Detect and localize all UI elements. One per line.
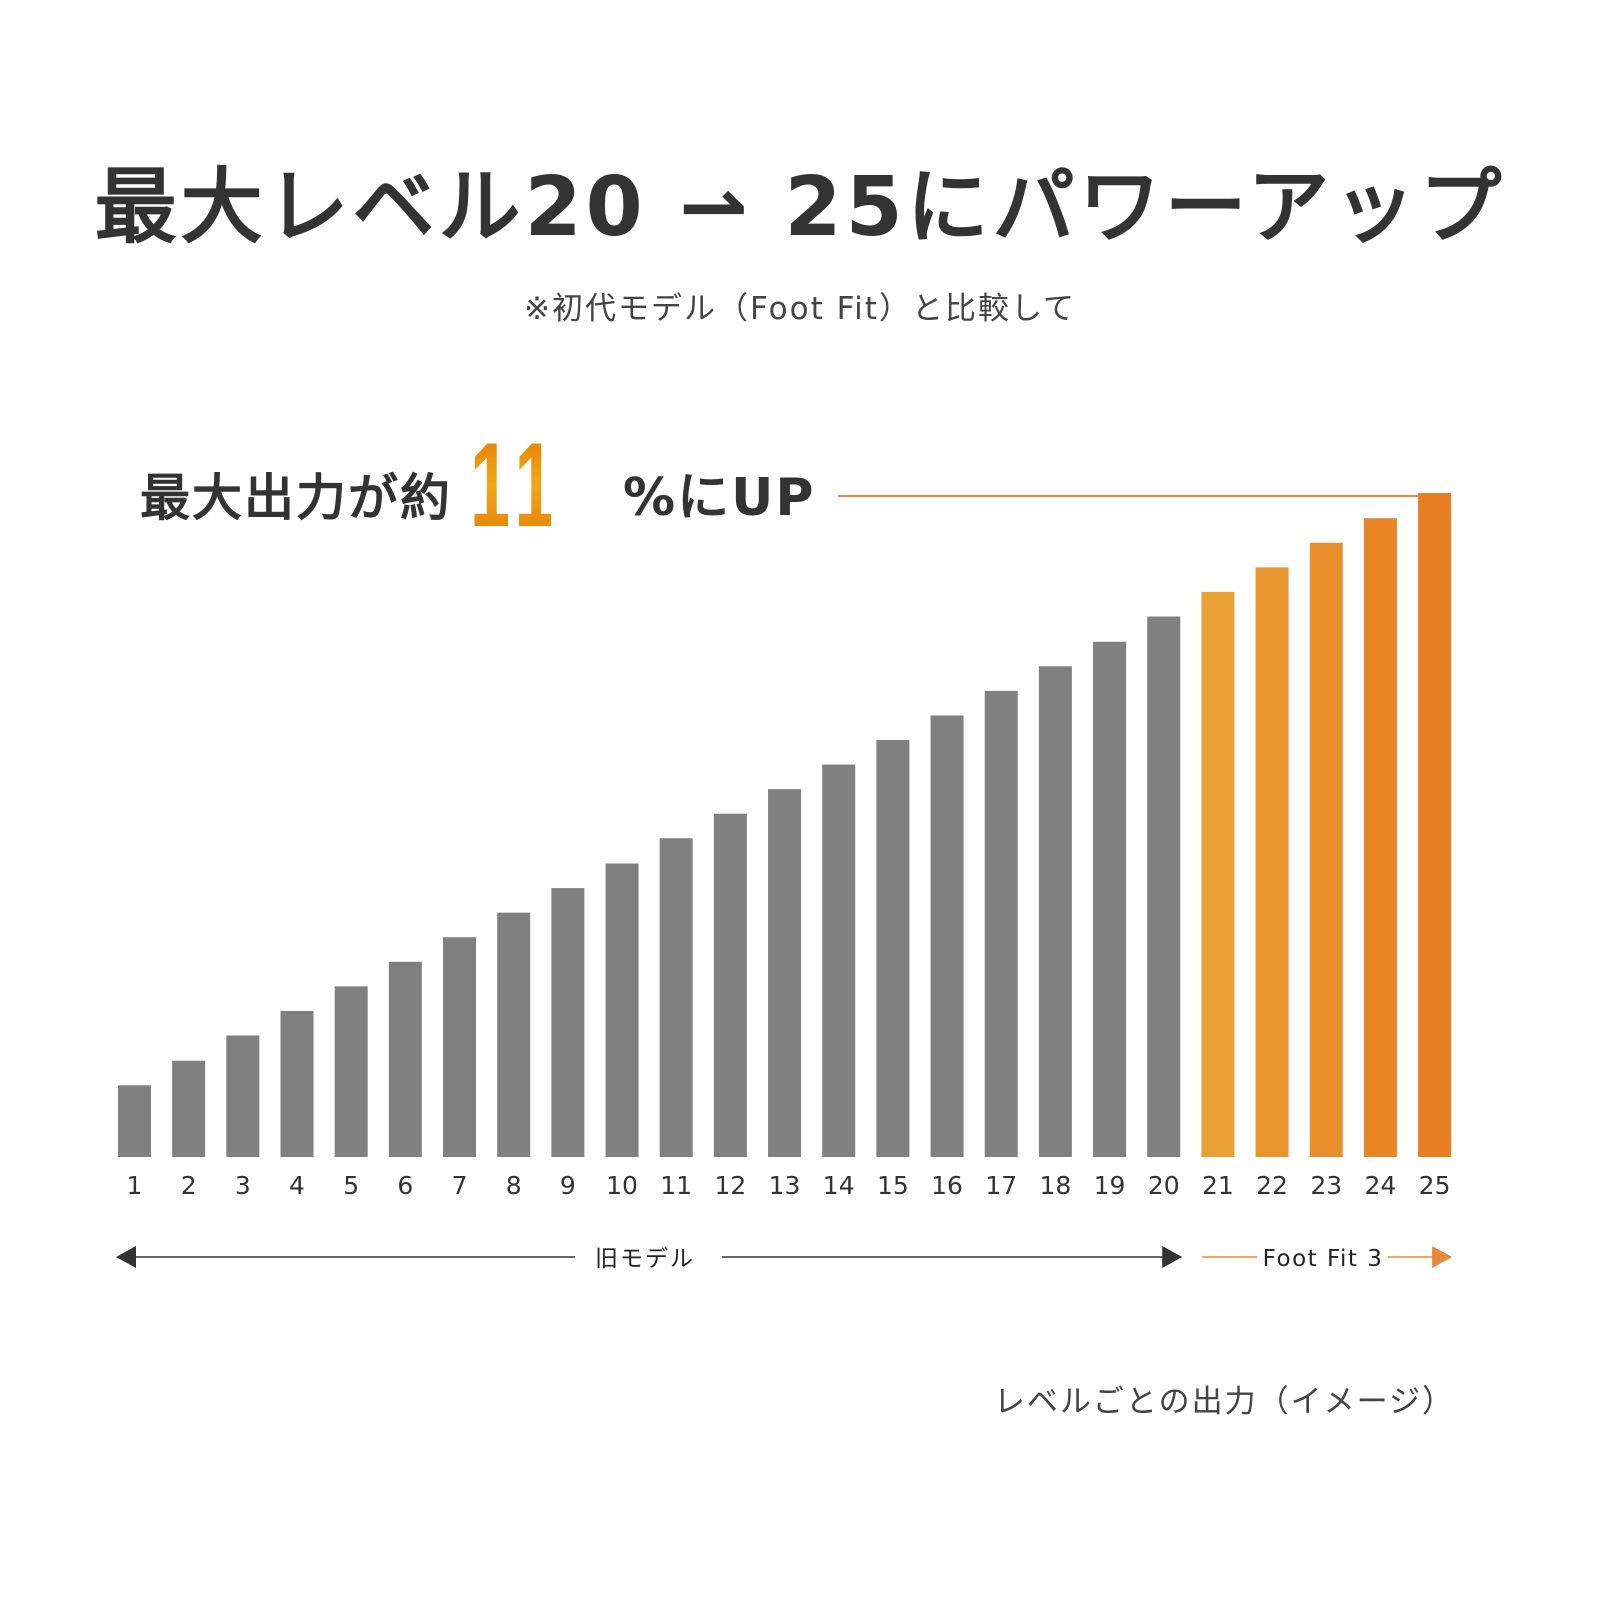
tick-label-16: 16 xyxy=(931,1171,963,1200)
bar-level-11 xyxy=(659,838,693,1157)
bar-level-13 xyxy=(768,789,802,1157)
tick-label-5: 5 xyxy=(343,1171,359,1200)
tick-label-12: 12 xyxy=(714,1171,746,1200)
tick-label-8: 8 xyxy=(506,1171,522,1200)
tick-label-22: 22 xyxy=(1256,1171,1288,1200)
tick-label-19: 19 xyxy=(1094,1171,1126,1200)
bar-level-15 xyxy=(876,740,910,1157)
bar-level-2 xyxy=(172,1060,206,1157)
tick-label-15: 15 xyxy=(877,1171,909,1200)
headline: 最大出力が約 111 %にUP xyxy=(140,420,816,545)
bar-level-22 xyxy=(1255,567,1289,1157)
bar-level-20 xyxy=(1147,616,1181,1157)
tick-label-2: 2 xyxy=(181,1171,197,1200)
arrow-right-orange-icon xyxy=(1432,1246,1453,1268)
tick-label-4: 4 xyxy=(289,1171,305,1200)
tick-label-10: 10 xyxy=(606,1171,638,1200)
bar-level-10 xyxy=(605,863,639,1157)
tick-label-23: 23 xyxy=(1310,1171,1342,1200)
headline-suffix: %にUP xyxy=(623,468,816,528)
bar-level-23 xyxy=(1309,542,1343,1157)
bar-level-4 xyxy=(280,1010,314,1157)
bar-level-18 xyxy=(1038,666,1072,1157)
page-title: 最大レベル20 ⇀ 25にパワーアップ xyxy=(94,160,1506,255)
bar-level-1 xyxy=(118,1085,151,1157)
tick-label-17: 17 xyxy=(985,1171,1017,1200)
arrow-left-icon xyxy=(116,1246,136,1268)
tick-label-20: 20 xyxy=(1148,1171,1180,1200)
tick-label-9: 9 xyxy=(560,1171,576,1200)
old-model-label: 旧モデル xyxy=(595,1246,695,1272)
subtitle: ※初代モデル（Foot Fit）と比較して xyxy=(523,291,1077,327)
tick-label-18: 18 xyxy=(1039,1171,1071,1200)
bar-level-25 xyxy=(1418,493,1452,1157)
tick-label-25: 25 xyxy=(1419,1171,1451,1200)
tick-label-6: 6 xyxy=(397,1171,413,1200)
bar-level-24 xyxy=(1363,518,1397,1157)
tick-label-21: 21 xyxy=(1202,1171,1234,1200)
tick-label-14: 14 xyxy=(823,1171,855,1200)
bar-level-16 xyxy=(930,715,964,1157)
bar-level-5 xyxy=(334,986,368,1157)
bar-level-19 xyxy=(1093,641,1127,1157)
arrow-right-icon xyxy=(1162,1246,1183,1268)
bar-level-7 xyxy=(443,937,477,1157)
tick-label-7: 7 xyxy=(452,1171,468,1200)
bar-level-14 xyxy=(822,764,856,1157)
tick-label-11: 11 xyxy=(660,1171,692,1200)
chart-caption: レベルごとの出力（イメージ） xyxy=(993,1384,1455,1420)
tick-label-24: 24 xyxy=(1365,1171,1397,1200)
tick-label-3: 3 xyxy=(235,1171,251,1200)
bar-level-3 xyxy=(226,1035,260,1157)
bar-level-12 xyxy=(713,813,747,1157)
foot-fit-3-label: Foot Fit 3 xyxy=(1263,1246,1384,1272)
bar-level-21 xyxy=(1201,591,1235,1157)
bar-level-9 xyxy=(551,888,585,1157)
headline-prefix: 最大出力が約 xyxy=(140,469,452,527)
tick-label-13: 13 xyxy=(769,1171,801,1200)
bar-level-17 xyxy=(984,690,1018,1157)
tick-label-1: 1 xyxy=(127,1171,143,1200)
bar-level-6 xyxy=(388,961,422,1157)
bar-level-8 xyxy=(497,912,531,1157)
